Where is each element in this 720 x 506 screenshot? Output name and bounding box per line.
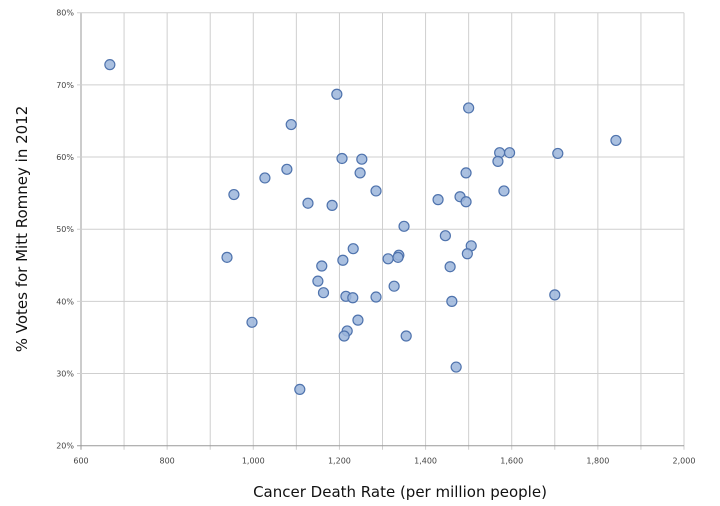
data-point: [370, 185, 382, 197]
data-point: [302, 197, 314, 209]
data-point: [498, 185, 510, 197]
data-point: [312, 275, 324, 287]
data-point: [439, 230, 451, 242]
x-tick-label: 1,400: [414, 457, 437, 466]
data-point: [331, 88, 343, 100]
x-tick-label: 800: [160, 457, 175, 466]
gridlines: [77, 12, 685, 450]
data-point: [338, 330, 350, 342]
x-tick-label: 1,800: [586, 457, 609, 466]
y-tick-label: 60%: [56, 153, 74, 162]
y-tick-label: 30%: [56, 370, 74, 379]
y-tick-label: 80%: [56, 9, 74, 18]
data-point: [370, 291, 382, 303]
data-point: [326, 199, 338, 211]
data-point: [400, 330, 412, 342]
data-point: [259, 172, 271, 184]
data-point: [503, 147, 516, 159]
data-point: [460, 196, 472, 208]
data-point: [352, 314, 364, 326]
data-point: [444, 261, 456, 273]
data-points: [104, 59, 622, 396]
x-tick-label: 1,200: [328, 457, 351, 466]
x-axis-title: Cancer Death Rate (per million people): [253, 483, 547, 501]
data-point: [388, 280, 400, 292]
data-point: [316, 260, 328, 272]
x-tick-labels: 600 800 1,000 1,200 1,400 1,600 1,800 2,000: [73, 457, 695, 466]
data-point: [392, 251, 404, 263]
data-point: [610, 134, 622, 147]
data-point: [552, 147, 564, 160]
data-point: [461, 248, 473, 260]
y-axis-title: % Votes for Mitt Romney in 2012: [13, 106, 31, 353]
data-point: [221, 251, 233, 263]
data-point: [432, 194, 444, 206]
y-tick-labels: 20% 30% 40% 50% 60% 70% 80%: [56, 9, 74, 451]
data-point: [549, 289, 561, 301]
data-point: [281, 163, 293, 175]
data-point: [356, 153, 368, 165]
x-tick-label: 600: [73, 457, 88, 466]
data-point: [228, 188, 240, 201]
data-point: [446, 295, 458, 307]
y-tick-label: 50%: [56, 225, 74, 234]
y-tick-label: 20%: [56, 442, 74, 451]
data-point: [354, 167, 366, 179]
data-point: [337, 254, 349, 266]
data-point: [104, 59, 116, 71]
data-point: [294, 383, 306, 396]
data-point: [460, 167, 472, 179]
y-tick-label: 70%: [56, 81, 74, 90]
data-point: [347, 243, 359, 255]
data-point: [285, 118, 297, 131]
data-point: [450, 361, 462, 373]
x-tick-label: 1,000: [242, 457, 265, 466]
x-tick-label: 1,600: [500, 457, 523, 466]
data-point: [382, 253, 394, 265]
data-point: [347, 292, 359, 304]
data-point: [463, 102, 475, 114]
data-point: [317, 287, 330, 299]
data-point: [398, 220, 410, 232]
data-point: [336, 152, 348, 165]
data-point: [492, 155, 504, 167]
x-tick-label: 2,000: [673, 457, 696, 466]
data-point: [246, 316, 258, 328]
y-tick-label: 40%: [56, 297, 74, 306]
